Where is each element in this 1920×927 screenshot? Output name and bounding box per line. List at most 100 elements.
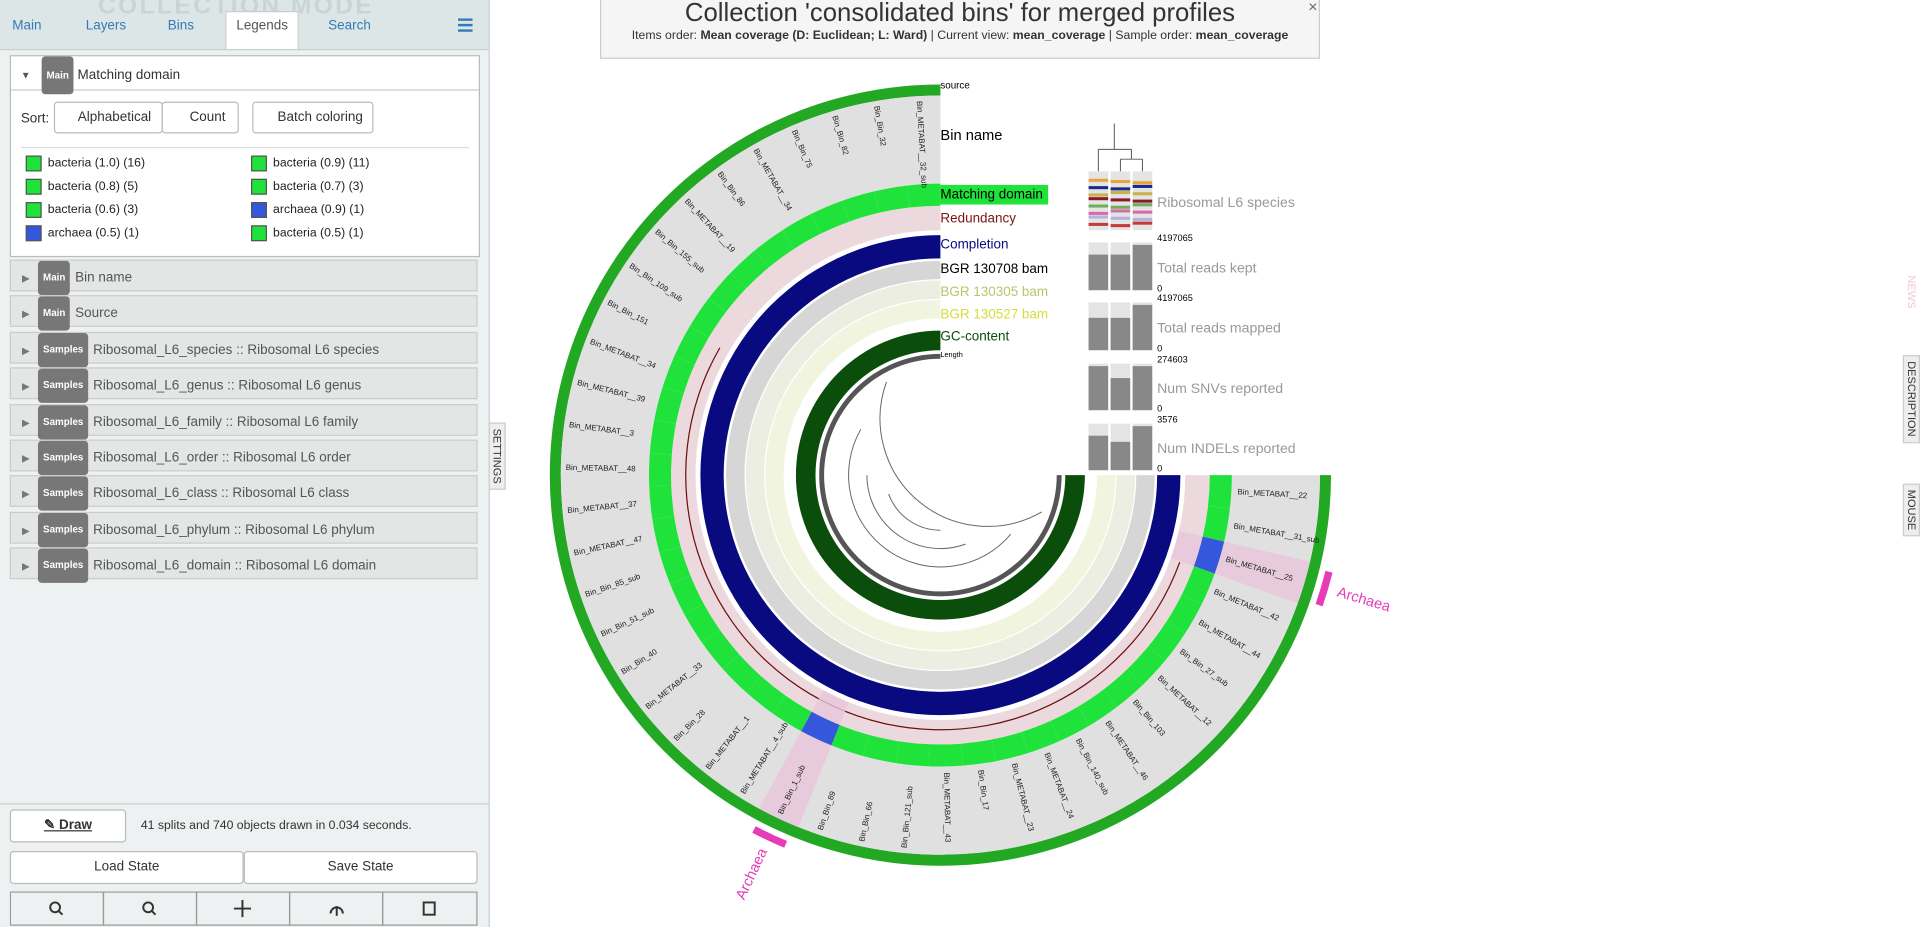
tab[interactable]: Bins (167, 18, 194, 34)
panel-title: Ribosomal_L6_class :: Ribosomal L6 class (93, 486, 350, 502)
legend-item[interactable]: bacteria (0.5) (1) (251, 225, 459, 242)
sample-bar (1132, 426, 1153, 471)
zoom-in-button[interactable] (9, 891, 105, 926)
sample-max-label: 3576 (1157, 414, 1177, 424)
layer-panel[interactable]: ▶ Main Source (9, 295, 478, 332)
legend-box: ▼ Main Matching domain Sort: Alphabetica… (9, 55, 480, 258)
description-label: DESCRIPTION (1905, 361, 1918, 437)
close-button[interactable]: × (1308, 0, 1318, 16)
matching-domain-cell (649, 419, 676, 455)
load-state-button[interactable]: Load State (9, 851, 244, 885)
panel-title: Ribosomal_L6_genus :: Ribosomal L6 genus (93, 378, 362, 394)
badge: Main (38, 296, 71, 332)
layer-name: BGR 130527 bam (940, 306, 1048, 321)
legend-swatch (251, 202, 267, 218)
panel-title: Ribosomal_L6_domain :: Ribosomal L6 doma… (93, 558, 377, 574)
sort-alpha-button[interactable]: Alphabetical (53, 101, 163, 134)
matching-domain-cell (895, 741, 931, 767)
save-state-button[interactable]: Save State (243, 851, 478, 885)
taxon-stripe (1110, 191, 1131, 195)
legend-item[interactable]: archaea (0.5) (1) (25, 225, 234, 242)
dendrogram-branch (879, 381, 1042, 527)
layer-panel[interactable]: ▶ Samples Ribosomal_L6_genus :: Ribosomal … (9, 367, 478, 404)
legend-swatch (25, 202, 42, 218)
taxon-stripe (1088, 186, 1109, 190)
matching-domain-cell (1148, 621, 1186, 661)
status-text: 41 splits and 740 objects drawn in 0.034… (140, 819, 412, 833)
matching-domain-cell (991, 731, 1029, 762)
legend-item[interactable]: bacteria (0.6) (3) (25, 202, 234, 219)
matching-domain-cell (1208, 475, 1232, 509)
layer-panel[interactable]: ▶ Samples Ribosomal_L6_species :: Ribosoma… (9, 331, 478, 368)
tab-active[interactable]: Legends (225, 11, 300, 49)
subtitle-value: mean_coverage (1012, 29, 1106, 43)
subtitle: Items order: Mean coverage (D: Euclidean… (601, 29, 1319, 42)
annotation-label: Archaea (1335, 585, 1393, 616)
zoom-out-button[interactable] (102, 891, 198, 926)
taxon-stripe (1110, 216, 1131, 220)
legend-label: archaea (0.5) (1) (47, 226, 139, 240)
matching-domain-cell (730, 250, 770, 289)
layer-name-bg (940, 184, 1049, 205)
legend-swatch (25, 155, 42, 172)
description-tab[interactable]: DESCRIPTION (1902, 355, 1920, 443)
sample-min-label: 0 (1157, 343, 1162, 353)
legend-label: bacteria (0.7) (3) (273, 180, 364, 194)
news-tab[interactable]: NEWS (1902, 269, 1920, 315)
matching-domain-cell (702, 630, 740, 669)
matching-domain-cell (1021, 720, 1060, 753)
legend-item[interactable]: bacteria (1.0) (16) (25, 155, 234, 173)
mouse-tab[interactable]: MOUSE (1902, 483, 1920, 537)
sample-layer-name: Total reads mapped (1157, 319, 1281, 335)
legend-item[interactable]: bacteria (0.8) (5) (25, 178, 234, 196)
layer-panel[interactable]: ▶ Samples Ribosomal_L6_domain :: Ribosomal… (9, 547, 478, 584)
matching-domain-cell (1050, 706, 1090, 742)
layer-panel[interactable]: ▶ Samples Ribosomal_L6_family :: Ribosomal… (9, 403, 478, 440)
draw-button[interactable]: ✎ Draw (9, 809, 127, 843)
badge: Main (38, 260, 71, 296)
legend-label: bacteria (0.9) (11) (273, 156, 370, 171)
draw-label: Draw (59, 817, 92, 833)
bin-label: Bin_METABAT__48 (566, 463, 637, 473)
matching-domain-cell (662, 355, 695, 394)
sample-bar (1088, 435, 1109, 471)
subtitle-value: Mean coverage (D: Euclidean; L: Ward) (700, 29, 928, 43)
tab[interactable]: Main (12, 18, 42, 34)
tab[interactable]: Layers (85, 18, 127, 34)
legend-item[interactable]: archaea (0.9) (1) (251, 202, 459, 219)
dendrogram-branch (848, 428, 1012, 568)
legend-item[interactable]: bacteria (0.7) (3) (251, 178, 459, 196)
matching-domain-cell (929, 743, 963, 767)
legend-header[interactable]: ▼ Main Matching domain (11, 56, 479, 95)
sample-min-label: 0 (1157, 403, 1162, 413)
subtitle-text: | Current view: (927, 29, 1013, 43)
sort-label: Sort: (20, 111, 50, 127)
layer-panel[interactable]: ▶ Samples Ribosomal_L6_order :: Ribosomal … (9, 439, 478, 476)
subtitle-value: mean_coverage (1195, 29, 1289, 43)
menu-icon[interactable] (457, 18, 473, 32)
legend-swatch (25, 225, 42, 242)
legend-item[interactable]: bacteria (0.9) (11) (251, 155, 459, 173)
sort-count-button[interactable]: Count (161, 101, 239, 134)
sample-min-label: 0 (1157, 283, 1162, 293)
layer-panel[interactable]: ▶ Samples Ribosomal_L6_class :: Ribosomal … (9, 475, 478, 512)
tab[interactable]: Search (328, 18, 371, 34)
taxon-stripe (1088, 211, 1109, 215)
layer-panel[interactable]: ▶ Samples Ribosomal_L6_phylum :: Ribosomal… (9, 511, 478, 548)
sample-bar (1110, 317, 1131, 351)
mouse-label: MOUSE (1905, 489, 1918, 531)
bin-label: Bin_METABAT__43 (942, 773, 952, 844)
layer-panel[interactable]: ▶ Main Bin name (9, 259, 478, 296)
layer-name: Length (940, 350, 962, 359)
panel-title: Bin name (75, 270, 133, 286)
matching-domain-cell (801, 711, 840, 746)
layer-name: Bin name (940, 128, 1002, 144)
panel-title: Ribosomal_L6_family :: Ribosomal L6 fami… (93, 414, 359, 430)
settings-tab[interactable]: SETTINGS (488, 422, 506, 490)
taxon-stripe (1110, 205, 1131, 209)
expand-arrow: ▶ (22, 380, 30, 392)
taxon-stripe (1088, 193, 1109, 197)
save-svg-button[interactable] (382, 891, 478, 926)
batch-color-button[interactable]: Batch coloring (252, 101, 374, 134)
